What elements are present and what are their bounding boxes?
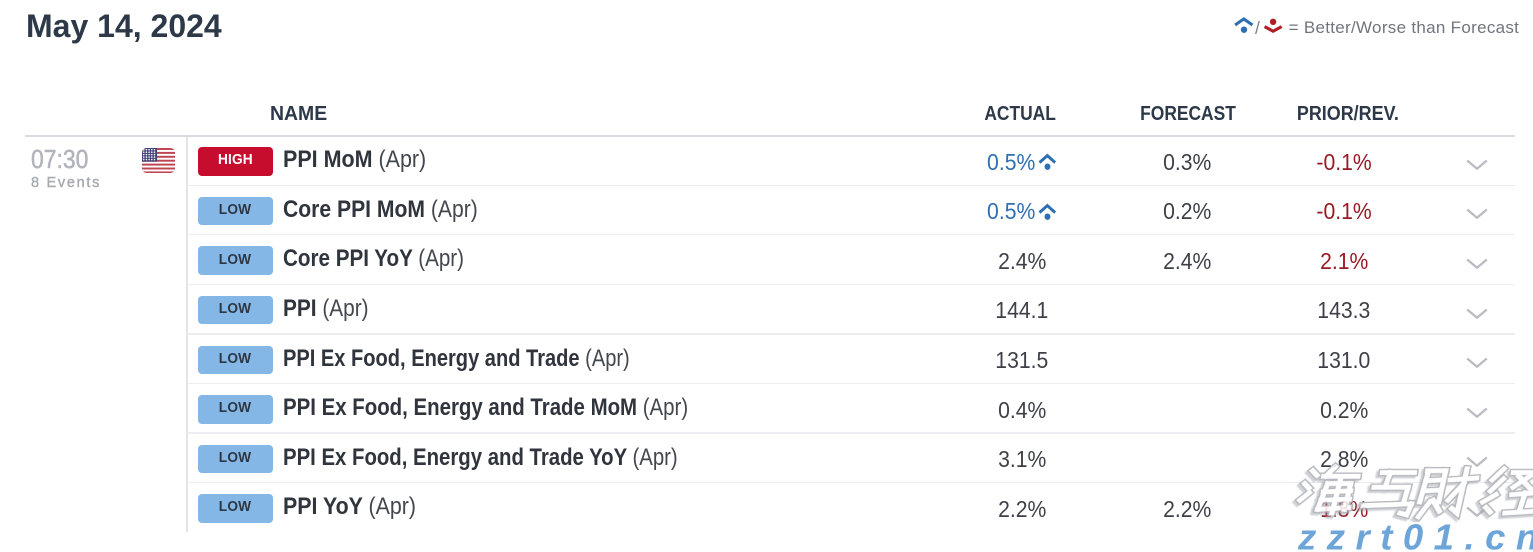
svg-text:zzrt01.cn: zzrt01.cn xyxy=(1297,517,1533,552)
